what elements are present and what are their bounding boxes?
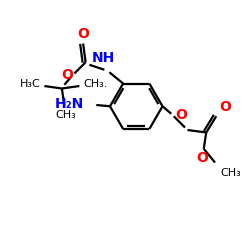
Text: O: O [196, 151, 208, 165]
Text: CH₃: CH₃ [55, 110, 76, 120]
Text: O: O [219, 100, 231, 114]
Text: NH: NH [92, 51, 115, 65]
Text: CH₃: CH₃ [220, 168, 241, 177]
Text: H₃C: H₃C [20, 79, 41, 89]
Text: H₂N: H₂N [54, 97, 84, 111]
Text: CH₃.: CH₃. [83, 79, 108, 89]
Text: O: O [62, 68, 73, 82]
Text: O: O [77, 26, 89, 40]
Text: O: O [175, 108, 187, 122]
